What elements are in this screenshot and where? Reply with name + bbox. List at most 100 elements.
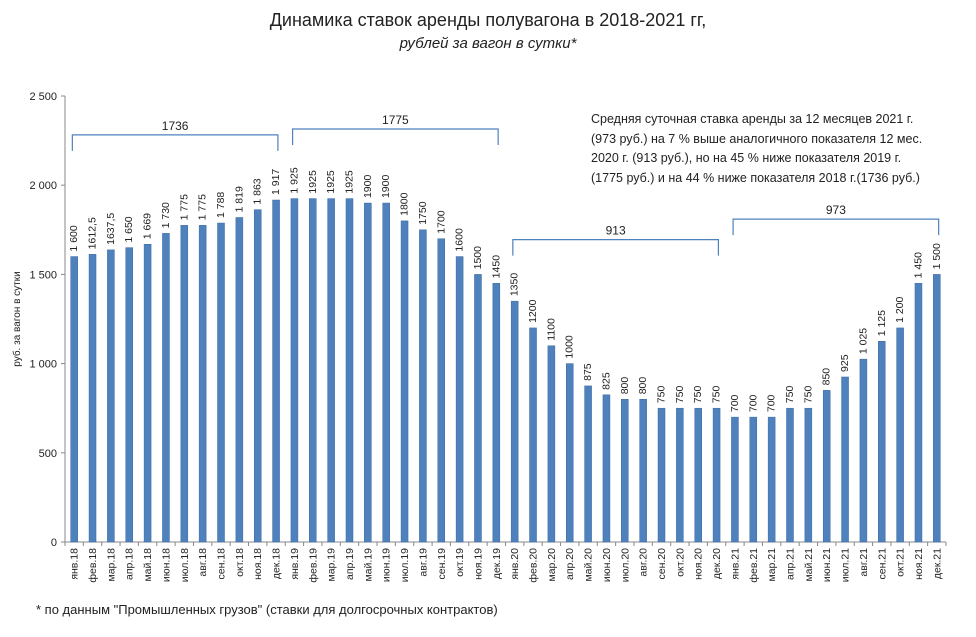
- bar: [143, 244, 152, 543]
- bar-value-label: 850: [821, 368, 833, 386]
- bar: [125, 247, 133, 543]
- bar: [474, 274, 482, 543]
- x-tick-label: апр.18: [124, 548, 136, 580]
- x-tick-label: янв.20: [509, 548, 521, 580]
- bar: [749, 416, 758, 543]
- bar: [107, 249, 115, 543]
- bar-value-label: 1 730: [160, 202, 172, 228]
- bar: [878, 341, 886, 543]
- bar: [327, 198, 335, 543]
- y-tick-label: 2 500: [29, 91, 57, 103]
- bar-value-label: 1 600: [68, 225, 80, 251]
- bar-value-label: 750: [674, 386, 686, 404]
- x-tick-label: сен.20: [656, 548, 668, 580]
- summary-note-line: 2020 г. (913 руб.), но на 45 % ниже пока…: [591, 151, 902, 165]
- average-bracket: [71, 134, 279, 151]
- x-tick-label: дек.18: [271, 548, 283, 579]
- bar: [382, 202, 390, 543]
- bar: [565, 363, 574, 543]
- average-bracket: [732, 218, 940, 236]
- bar-value-label: 1200: [527, 299, 539, 323]
- x-tick-label: дек.20: [711, 548, 723, 579]
- x-tick-label: мар.19: [326, 548, 338, 582]
- bar-value-label: 825: [600, 372, 612, 390]
- bar-value-label: 1 025: [857, 328, 869, 354]
- x-tick-label: ноя.20: [693, 548, 705, 580]
- x-tick-label: окт.21: [895, 548, 907, 577]
- bar-value-label: 1700: [435, 210, 447, 234]
- x-tick-label: окт.20: [674, 548, 686, 577]
- bar-value-label: 750: [692, 386, 704, 404]
- bar: [584, 385, 592, 543]
- bar-value-label: 1637,5: [105, 213, 117, 245]
- x-tick-label: янв.19: [289, 548, 301, 580]
- bar: [198, 225, 207, 543]
- bar-value-label: 1 775: [197, 194, 209, 220]
- average-bracket-label: 1736: [162, 119, 189, 133]
- bar-value-label: 1612,5: [87, 217, 99, 249]
- bar: [272, 199, 280, 543]
- average-bracket-label: 913: [606, 224, 626, 238]
- bar: [639, 399, 647, 543]
- bar: [309, 198, 317, 543]
- y-tick-label: 500: [39, 448, 57, 460]
- x-tick-label: ноя.18: [252, 548, 264, 580]
- bar-value-label: 1800: [399, 192, 411, 216]
- bar: [419, 229, 427, 543]
- bar-value-label: 1900: [380, 175, 392, 199]
- bar: [676, 407, 684, 543]
- x-tick-label: дек.19: [491, 548, 503, 579]
- bar-value-label: 1900: [362, 175, 374, 199]
- bar-value-label: 1 450: [912, 252, 924, 278]
- y-tick-label: 1 500: [29, 269, 57, 281]
- bar-value-label: 1750: [417, 201, 429, 225]
- bar: [88, 254, 97, 543]
- bar-value-label: 1 125: [876, 310, 888, 336]
- x-tick-label: янв.18: [69, 548, 81, 580]
- bar-value-label: 750: [784, 386, 796, 404]
- x-tick-label: май.18: [142, 548, 154, 582]
- bar: [822, 390, 831, 543]
- x-tick-label: авг.21: [858, 548, 870, 577]
- bar-value-label: 750: [711, 386, 723, 404]
- summary-note-line: (1775 руб.) и на 44 % ниже показателя 20…: [591, 170, 920, 185]
- bar: [364, 202, 372, 543]
- bar-value-label: 925: [839, 354, 851, 372]
- x-tick-label: авг.20: [638, 548, 650, 577]
- y-tick-label: 0: [51, 537, 57, 549]
- x-tick-label: фев.20: [528, 548, 540, 583]
- x-tick-label: июл.21: [840, 548, 852, 582]
- bar-value-label: 750: [802, 386, 814, 404]
- x-tick-label: июн.19: [381, 548, 393, 582]
- x-tick-label: июн.20: [601, 548, 613, 582]
- average-bracket-label: 1775: [382, 113, 409, 127]
- bar: [896, 327, 904, 543]
- bar-value-label: 875: [582, 363, 594, 381]
- x-tick-label: апр.21: [784, 548, 796, 580]
- bar: [731, 416, 739, 543]
- x-tick-label: авг.19: [417, 548, 429, 577]
- bar-value-label: 700: [766, 394, 778, 412]
- chart-title: Динамика ставок аренды полувагона в 2018…: [269, 10, 707, 30]
- x-tick-label: май.21: [803, 548, 815, 582]
- bar: [767, 416, 776, 543]
- average-bracket-label: 973: [826, 203, 846, 217]
- bar-value-label: 1 863: [252, 178, 264, 204]
- bar-value-label: 1450: [490, 255, 502, 279]
- bar: [180, 225, 189, 543]
- bar: [602, 394, 611, 543]
- x-tick-label: июл.18: [179, 548, 191, 582]
- x-tick-label: мар.20: [546, 548, 558, 582]
- x-tick-label: дек.21: [931, 548, 943, 579]
- bar-value-label: 1925: [307, 170, 319, 194]
- bar: [492, 283, 501, 543]
- bar-value-label: 1 775: [178, 194, 190, 220]
- bar-value-label: 1 917: [270, 169, 282, 195]
- bar: [657, 407, 666, 543]
- bar-value-label: 800: [619, 377, 631, 395]
- bar-value-label: 700: [729, 394, 741, 412]
- x-tick-label: июл.19: [399, 548, 411, 582]
- x-tick-label: июн.18: [160, 548, 172, 582]
- y-tick-label: 1 000: [29, 359, 57, 371]
- x-tick-label: фев.18: [87, 548, 99, 583]
